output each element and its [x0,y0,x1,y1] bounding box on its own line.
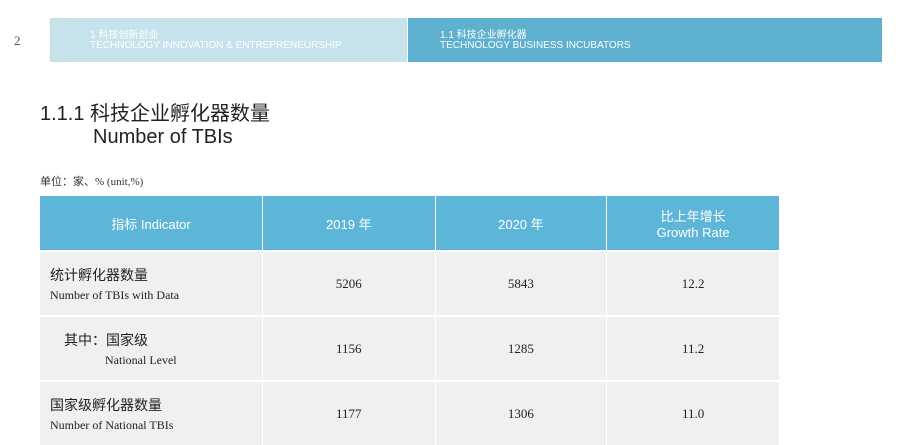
header-indicator: 指标 Indicator [40,196,264,251]
chapter-band: 1 科技创新创业 TECHNOLOGY INNOVATION & ENTREPR… [50,18,407,62]
chapter-en: TECHNOLOGY INNOVATION & ENTREPRENEURSHIP [90,40,342,51]
table-header: 指标 Indicator 2019 年 2020 年 比上年增长 Growth R… [40,196,780,251]
indicator-en: Number of National TBIs [50,417,174,432]
growth-value: 11.0 [606,380,780,445]
indicator-zh: 统计孵化器数量 [50,268,148,284]
value-2019: 1156 [262,315,436,381]
indicator-en: Number of TBIs with Data [50,287,180,302]
value-2020: 1285 [435,315,608,381]
value-2019: 5206 [262,250,436,316]
data-table: 指标 Indicator 2019 年 2020 年 比上年增长 Growth R… [40,196,780,445]
section-band: 1.1 科技企业孵化器 TECHNOLOGY BUSINESS INCUBATO… [408,18,882,62]
indicator-cell: 统计孵化器数量 Number of TBIs with Data [40,250,264,316]
header-2019: 2019 年 [262,196,436,251]
section-zh: 1.1 科技企业孵化器 [440,30,527,41]
growth-zh: 比上年增长 [660,209,726,224]
indicator-en: National Level [105,352,177,367]
growth-value: 12.2 [606,250,780,316]
table-row: 统计孵化器数量 Number of TBIs with Data 5206 584… [40,250,780,316]
title-en: Number of TBIs [93,126,233,148]
section-en: TECHNOLOGY BUSINESS INCUBATORS [440,40,631,51]
header-growth: 比上年增长 Growth Rate [606,196,780,251]
indicator-cell: 其中：国家级 National Level [40,315,264,381]
table-row: 其中：国家级 National Level 1156 1285 11.2 [40,315,780,381]
header-2020: 2020 年 [435,196,608,251]
value-2020: 1306 [435,380,608,445]
table-row: 国家级孵化器数量 Number of National TBIs 1177 130… [40,380,780,445]
chapter-zh: 1 科技创新创业 [90,30,159,41]
indicator-cell: 国家级孵化器数量 Number of National TBIs [40,380,264,445]
value-2019: 1177 [262,380,436,445]
unit-label: 单位：家、% (unit,%) [40,176,144,188]
indicator-zh: 其中：国家级 [64,333,148,349]
growth-value: 11.2 [606,315,780,381]
indicator-zh: 国家级孵化器数量 [50,398,162,414]
growth-en: Growth Rate [656,225,730,240]
title-zh: 1.1.1 科技企业孵化器数量 [40,103,271,125]
page-number: 2 [14,33,21,48]
value-2020: 5843 [435,250,608,316]
